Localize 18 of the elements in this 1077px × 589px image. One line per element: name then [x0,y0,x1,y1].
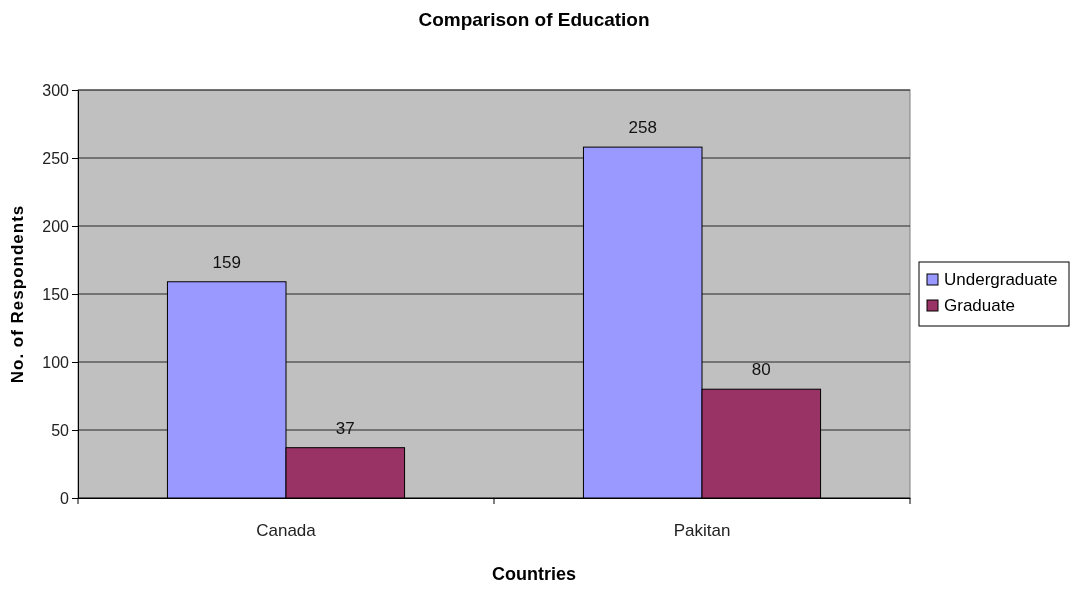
y-tick-label: 150 [42,285,70,303]
y-tick-label: 100 [42,353,70,371]
data-label: 37 [335,418,355,438]
chart-title: Comparison of Education [418,9,650,30]
y-tick-label: 250 [42,149,70,167]
x-tick-label: Canada [256,521,317,541]
x-axis-title: Countries [491,564,577,584]
legend-label: Graduate [944,296,1015,315]
x-tick-label: Pakitan [673,521,731,541]
y-tick-label: 200 [42,217,70,235]
legend-label: Undergraduate [944,270,1058,289]
data-label: 258 [628,118,657,138]
y-tick-label: 300 [42,81,70,99]
data-label: 159 [212,252,241,272]
y-tick-label: 0 [60,489,70,507]
y-tick-label: 50 [51,421,70,439]
data-label: 80 [751,360,771,380]
y-axis-title: No. of Respondents [8,204,27,384]
